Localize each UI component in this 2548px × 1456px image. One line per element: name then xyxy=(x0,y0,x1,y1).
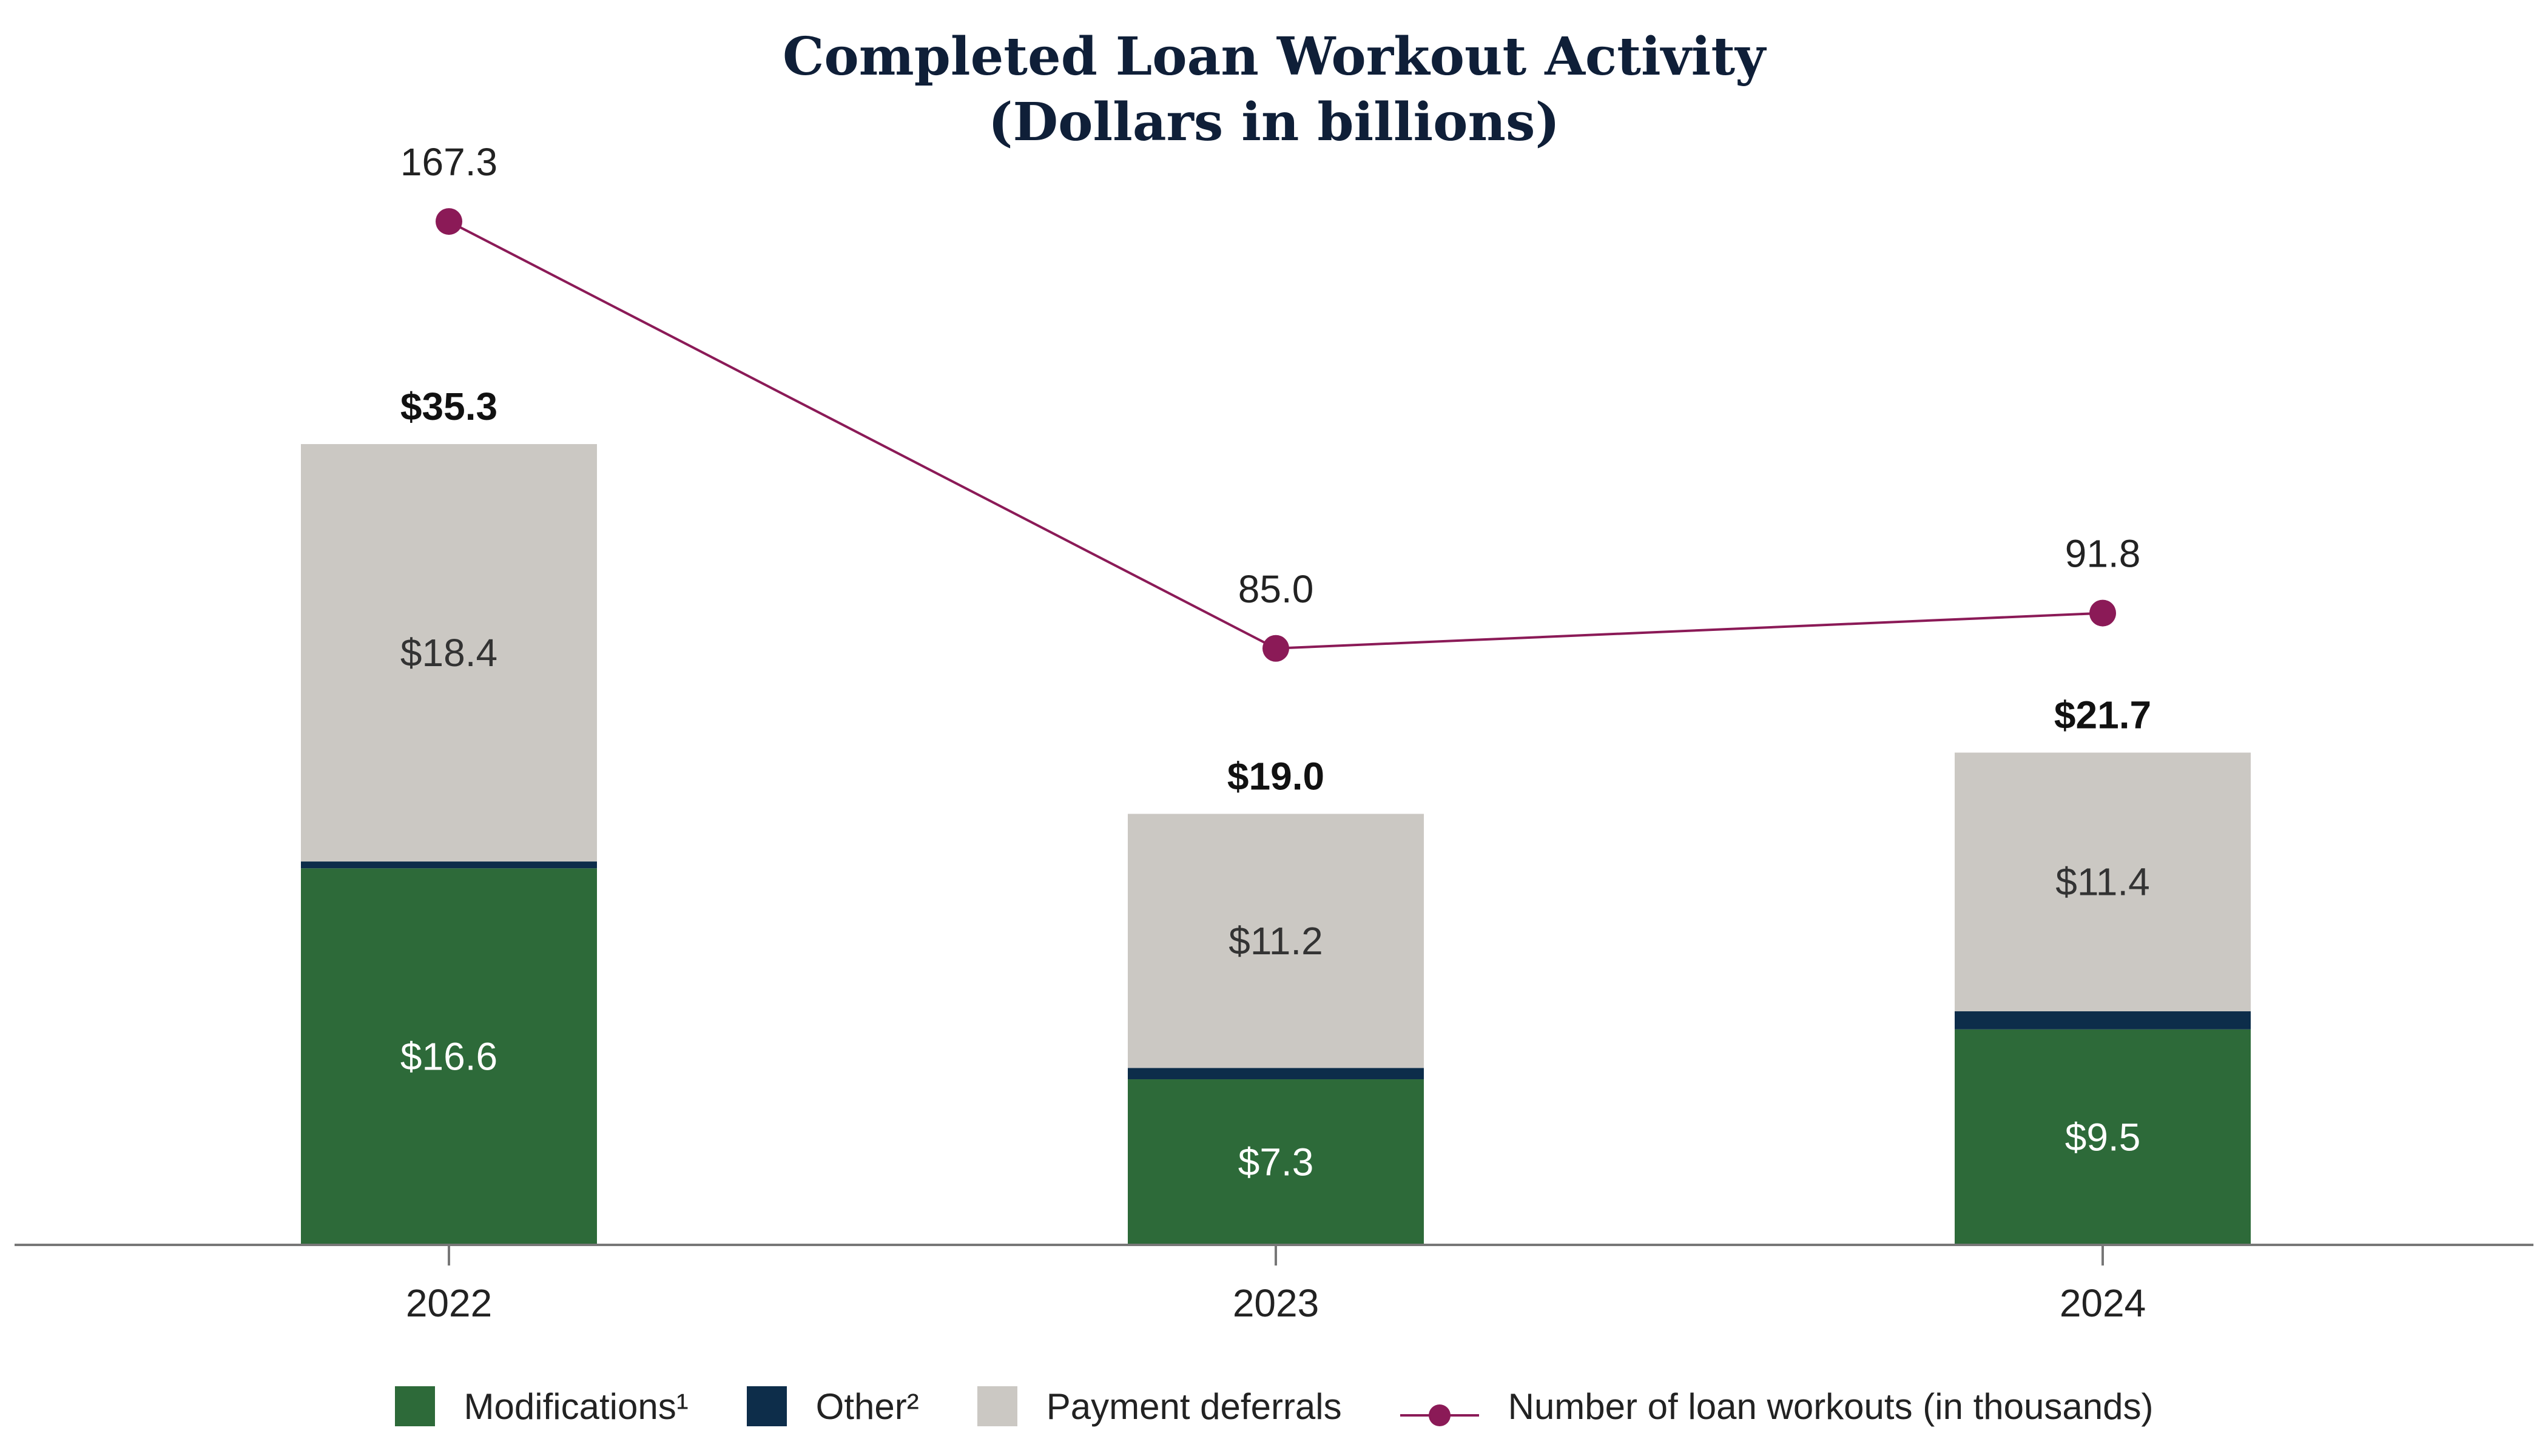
workouts-label-2023: 85.0 xyxy=(1238,567,1314,611)
workouts-point-2024 xyxy=(2089,599,2116,627)
workouts-point-2023 xyxy=(1262,635,1289,662)
bars-group xyxy=(301,444,2251,1245)
bar-modifications-2024 xyxy=(1955,1029,2251,1245)
deferrals-swatch xyxy=(977,1386,1017,1426)
segment-label-paymentdeferrals-2022: $18.4 xyxy=(400,631,497,675)
segment-label-modifications-2022: $16.6 xyxy=(400,1035,497,1079)
segment-label-paymentdeferrals-2023: $11.2 xyxy=(1228,919,1323,963)
bar-paymentdeferrals-2024 xyxy=(1955,752,2251,1011)
legend-item-workouts[interactable]: Number of loan workouts (in thousands) xyxy=(1400,1386,2154,1427)
x-axis: 2022 2023 2024 xyxy=(15,1244,2533,1325)
legend-item-other[interactable]: Other² xyxy=(746,1386,919,1427)
legend-label-deferrals: Payment deferrals xyxy=(1046,1386,1342,1427)
chart-title-line-1: Completed Loan Workout Activity xyxy=(782,26,1766,87)
workouts-label-2024: 91.8 xyxy=(2065,532,2141,576)
x-tick-label-2024: 2024 xyxy=(2060,1281,2146,1325)
bar-paymentdeferrals-2023 xyxy=(1128,814,1424,1068)
total-label-2024: $21.7 xyxy=(2054,693,2151,737)
bar-modifications-2022 xyxy=(301,868,597,1245)
workouts-point-2022 xyxy=(436,208,462,235)
workouts-label-2022: 167.3 xyxy=(400,140,497,184)
modifications-swatch xyxy=(394,1386,435,1426)
bar-other-2022 xyxy=(301,861,597,869)
total-label-2022: $35.3 xyxy=(400,385,497,428)
workouts-marker-icon xyxy=(1400,1404,1479,1426)
x-tick-label-2022: 2022 xyxy=(406,1281,492,1325)
legend-item-deferrals[interactable]: Payment deferrals xyxy=(977,1386,1342,1427)
workouts-line-marker xyxy=(1400,1394,1479,1426)
bar-modifications-2023 xyxy=(1128,1079,1424,1245)
bar-other-2024 xyxy=(1955,1011,2251,1030)
chart-subtitle: (Dollars in billions) xyxy=(988,92,1560,153)
legend-label-modifications: Modifications¹ xyxy=(463,1386,689,1427)
total-label-2023: $19.0 xyxy=(1227,755,1324,798)
other-swatch xyxy=(746,1386,787,1426)
legend: Modifications¹ Other² Payment deferrals … xyxy=(0,1376,2548,1437)
legend-item-modifications[interactable]: Modifications¹ xyxy=(394,1386,689,1427)
chart-title: Completed Loan Workout Activity (Dollars… xyxy=(0,24,2548,155)
segment-label-modifications-2023: $7.3 xyxy=(1238,1141,1314,1184)
segment-label-paymentdeferrals-2024: $11.4 xyxy=(2055,860,2149,904)
bar-paymentdeferrals-2022 xyxy=(301,444,597,862)
bar-other-2023 xyxy=(1128,1068,1424,1080)
x-tick-label-2023: 2023 xyxy=(1233,1281,1319,1325)
legend-label-workouts: Number of loan workouts (in thousands) xyxy=(1508,1386,2154,1427)
segment-label-modifications-2024: $9.5 xyxy=(2065,1115,2141,1159)
legend-label-other: Other² xyxy=(815,1386,919,1427)
bar-labels-group: $16.6 $18.4 $35.3 $7.3 $11.2 $19.0 $9.5 $11.4 $2… xyxy=(400,385,2151,1184)
workouts-line-group: 167.3 85.0 91.8 xyxy=(400,140,2140,662)
